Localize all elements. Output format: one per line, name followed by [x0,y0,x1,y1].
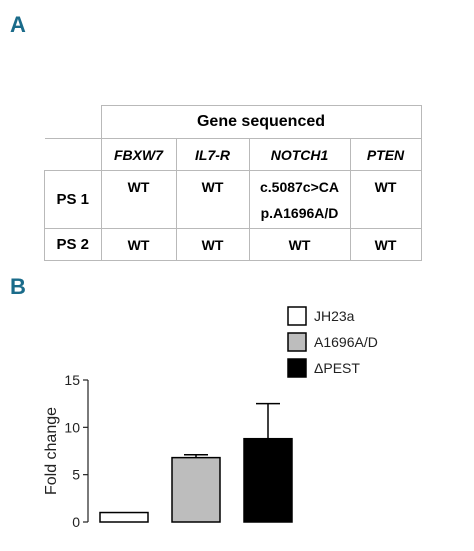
legend-label-2: ΔPEST [314,360,360,376]
y-tick-label: 5 [72,467,80,483]
table-cell-ps1-notch1-line1: c.5087c>CA [259,178,339,195]
legend-swatch-1 [287,332,307,352]
panel-label-a: A [10,12,26,37]
table-cell-ps2-notch1: WT [248,228,351,261]
table-row-label-ps2: PS 2 [44,228,102,261]
table-cell-ps2-il7r: WT [175,228,250,261]
panel-label-b: B [10,274,26,299]
table-row-label-ps1: PS 1 [44,170,102,229]
legend-swatch-2 [287,358,307,378]
table-cell-ps1-notch1-line2: p.A1696A/D [260,204,339,221]
bar-0 [99,511,149,523]
y-tick-label: 15 [64,372,80,388]
legend-swatch-0 [287,306,307,326]
table-col-il7r: IL7-R [175,138,250,171]
legend-label-0: JH23a [314,308,355,324]
legend-label-1: A1696A/D [314,334,378,350]
table-cell-ps2-pten: WT [349,228,422,261]
bar-2 [243,437,293,523]
table-header-gene-sequenced: Gene sequenced [100,105,422,139]
table-col-notch1: NOTCH1 [248,138,351,171]
table-cell-ps1-pten: WT [349,170,422,229]
y-axis-label: Fold change [43,407,60,495]
bar-1 [171,456,221,523]
y-tick-label: 0 [72,514,80,530]
table-corner [44,105,102,139]
table-cell-ps2-fbxw7: WT [100,228,177,261]
table-cell-ps1-notch1: c.5087c>CA p.A1696A/D [248,170,351,229]
gene-table: Gene sequenced FBXW7 IL7-R NOTCH1 PTEN P… [44,105,422,261]
y-tick-label: 10 [64,419,80,435]
table-col-pten: PTEN [349,138,422,171]
